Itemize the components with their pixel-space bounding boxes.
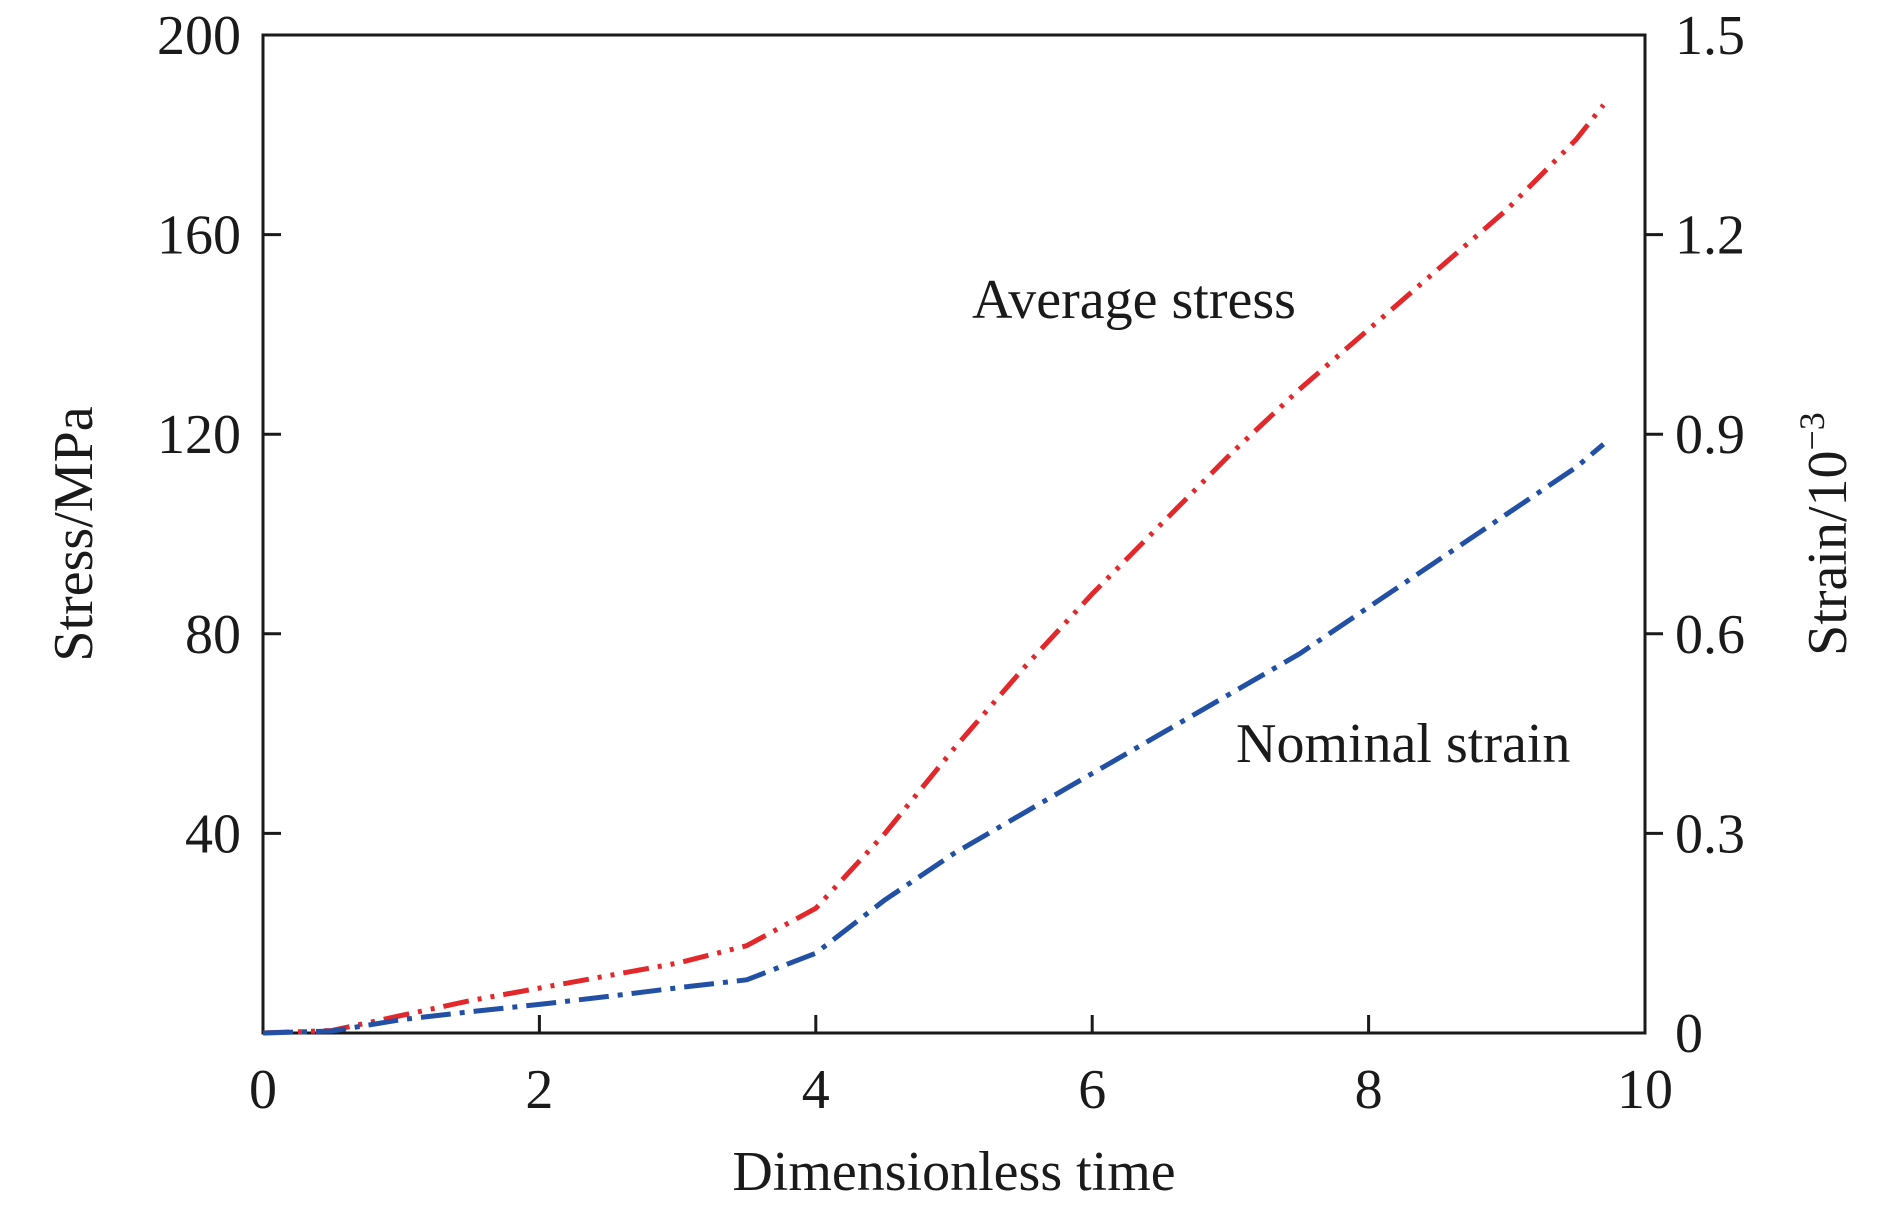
y-tick-label: 80	[185, 604, 241, 666]
y-tick-label: 200	[157, 5, 241, 67]
y-tick-label: 40	[185, 803, 241, 865]
annotation-nominal-strain: Nominal strain	[1236, 713, 1570, 775]
labels-group: Dimensionless time Stress/MPa Strain/10−…	[43, 269, 1859, 1203]
series-line-average-stress	[262, 103, 1606, 1036]
axes-group: 0 2 4 6 8 10 40 80 120 160 200 0 0.3 0.6 0.9 1.2 1.5	[157, 5, 1745, 1121]
y2-axis-title: Strain/10−3	[1792, 412, 1859, 656]
y2-tick-label: 0	[1675, 1003, 1703, 1065]
y2-tick-label: 0.3	[1675, 803, 1745, 865]
y-axis-title: Stress/MPa	[43, 406, 105, 661]
x-tick-label: 0	[249, 1059, 277, 1121]
series-line-nominal-strain	[262, 442, 1606, 1036]
x-tick-label: 2	[525, 1059, 553, 1121]
y2-tick-label: 1.5	[1675, 5, 1745, 67]
y2-axis-title-base: Strain/10	[1797, 450, 1859, 655]
x-tick-label: 10	[1617, 1059, 1673, 1121]
x-axis-title: Dimensionless time	[732, 1141, 1175, 1203]
series-group	[262, 103, 1606, 1036]
y-tick-label: 160	[157, 205, 241, 267]
y2-tick-label: 0.6	[1675, 604, 1745, 666]
x-tick-label: 4	[802, 1059, 830, 1121]
y2-axis-title-exponent: −3	[1792, 412, 1832, 450]
x-tick-label: 8	[1355, 1059, 1383, 1121]
y2-tick-label: 1.2	[1675, 205, 1745, 267]
y-tick-label: 120	[157, 404, 241, 466]
y2-tick-label: 0.9	[1675, 404, 1745, 466]
plot-frame	[261, 33, 1647, 1035]
x-tick-label: 6	[1078, 1059, 1106, 1121]
annotation-average-stress: Average stress	[972, 269, 1296, 331]
